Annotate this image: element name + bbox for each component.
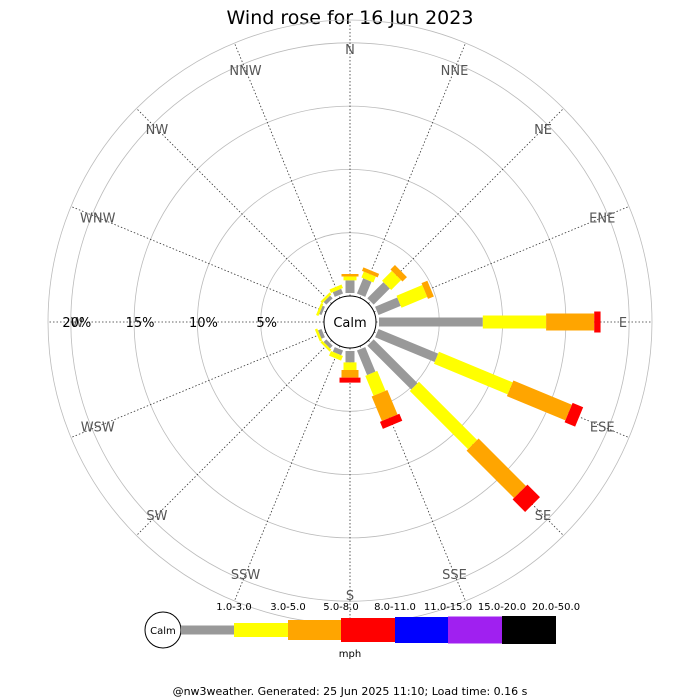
spoke-nnw bbox=[234, 42, 341, 299]
direction-label-sw: SW bbox=[146, 509, 167, 524]
direction-label-ese: ESE bbox=[590, 420, 615, 435]
legend-unit: mph bbox=[339, 649, 361, 660]
direction-label-n: N bbox=[345, 43, 355, 58]
legend-swatch-3 bbox=[341, 618, 395, 642]
legend-label-1: 3.0-5.0 bbox=[270, 602, 305, 613]
bar-sse-bin-0 bbox=[356, 347, 376, 376]
bar-ese-bin-0 bbox=[375, 328, 439, 362]
legend-label-3: 8.0-11.0 bbox=[374, 602, 416, 613]
legend-swatch-6 bbox=[502, 616, 556, 644]
wind-bars bbox=[314, 265, 601, 512]
bar-sw-bin-0 bbox=[323, 339, 333, 349]
spoke-nne bbox=[359, 42, 466, 299]
bar-sse-bin-2 bbox=[371, 389, 398, 422]
bar-nw-bin-0 bbox=[323, 295, 333, 305]
spoke-ssw bbox=[234, 345, 341, 602]
chart-title: Wind rose for 16 Jun 2023 bbox=[227, 7, 474, 29]
bar-sse-bin-3 bbox=[379, 413, 403, 429]
bar-ene-bin-0 bbox=[375, 297, 401, 316]
direction-labels: N NNE NE ENE E ESE SE SSE S SSW SW WSW W WNW NW NNW bbox=[71, 43, 628, 604]
direction-label-nnw: NNW bbox=[229, 64, 261, 79]
direction-label-w: W bbox=[71, 316, 84, 331]
bar-nne-bin-1 bbox=[361, 271, 376, 283]
bar-ne-bin-0 bbox=[367, 282, 390, 305]
bar-ssw-bin-1 bbox=[329, 350, 343, 361]
bar-wsw-bin-0 bbox=[317, 328, 325, 339]
spoke-sw bbox=[136, 340, 332, 536]
bar-nw-bin-1 bbox=[320, 292, 332, 304]
bar-ssw-bin-0 bbox=[332, 347, 344, 356]
legend-label-4: 11.0-15.0 bbox=[424, 602, 472, 613]
bar-se-bin-0 bbox=[367, 339, 418, 390]
bar-ne-bin-2 bbox=[390, 265, 407, 282]
legend-label-2: 5.0-8.0 bbox=[323, 602, 358, 613]
bar-se-bin-3 bbox=[512, 484, 540, 512]
direction-label-e: E bbox=[619, 316, 627, 331]
legend-swatch-2 bbox=[288, 620, 341, 640]
ring-label: 10% bbox=[189, 316, 218, 331]
direction-label-ssw: SSW bbox=[231, 568, 261, 583]
bar-sw-bin-1 bbox=[320, 340, 332, 352]
legend-calm-label: Calm bbox=[150, 626, 176, 637]
ring-label: 15% bbox=[126, 316, 155, 331]
bar-ne-bin-1 bbox=[382, 270, 402, 290]
direction-label-wnw: WNW bbox=[80, 212, 116, 227]
direction-label-ene: ENE bbox=[589, 212, 615, 227]
spoke-wsw bbox=[70, 331, 327, 438]
legend-swatch-1 bbox=[234, 623, 288, 637]
legend-swatch-4 bbox=[395, 617, 448, 643]
bar-wnw-bin-0 bbox=[319, 305, 325, 316]
bar-wnw-bin-1 bbox=[316, 302, 324, 316]
bar-ese-bin-1 bbox=[433, 351, 513, 395]
bar-ene-bin-1 bbox=[396, 285, 428, 308]
spoke-wnw bbox=[70, 206, 327, 313]
bar-nnw-bin-1 bbox=[329, 284, 343, 294]
bar-ese-bin-3 bbox=[564, 402, 584, 427]
direction-label-sse: SSE bbox=[442, 568, 467, 583]
direction-label-se: SE bbox=[535, 509, 551, 524]
ring-label: 20% bbox=[62, 316, 91, 331]
ring-label: 5% bbox=[256, 316, 277, 331]
direction-label-ne: NE bbox=[534, 123, 552, 138]
calm-center: Calm bbox=[323, 295, 377, 349]
bar-ene-bin-2 bbox=[421, 280, 434, 299]
direction-label-wsw: WSW bbox=[81, 420, 115, 435]
legend-swatch-0 bbox=[181, 625, 234, 635]
calm-circle bbox=[323, 295, 377, 349]
bar-se-bin-2 bbox=[466, 438, 527, 499]
bar-nne-bin-2 bbox=[361, 267, 380, 278]
speed-legend: Calm 1.0-3.0 3.0-5.0 5.0-8.0 8.0-11.0 11.0-1… bbox=[144, 602, 580, 660]
direction-label-nw: NW bbox=[146, 123, 169, 138]
direction-label-nne: NNE bbox=[441, 64, 469, 79]
spoke-nw bbox=[136, 108, 332, 304]
bar-sse-bin-1 bbox=[365, 370, 386, 396]
bar-nne-bin-0 bbox=[356, 278, 372, 297]
bar-ese-bin-2 bbox=[506, 380, 572, 421]
legend-swatch-5 bbox=[448, 616, 502, 644]
bar-nnw-bin-0 bbox=[332, 288, 344, 297]
ring-labels: 5% 10% 15% 20% bbox=[62, 316, 277, 331]
direction-label-s: S bbox=[346, 589, 354, 604]
bar-se-bin-1 bbox=[409, 381, 478, 450]
legend-label-5: 15.0-20.0 bbox=[478, 602, 526, 613]
calm-label: Calm bbox=[333, 316, 366, 331]
bar-wsw-bin-1 bbox=[314, 328, 323, 342]
legend-label-0: 1.0-3.0 bbox=[216, 602, 251, 613]
footer-text: @nw3weather. Generated: 25 Jun 2025 11:1… bbox=[173, 685, 528, 698]
legend-label-6: 20.0-50.0 bbox=[532, 602, 580, 613]
